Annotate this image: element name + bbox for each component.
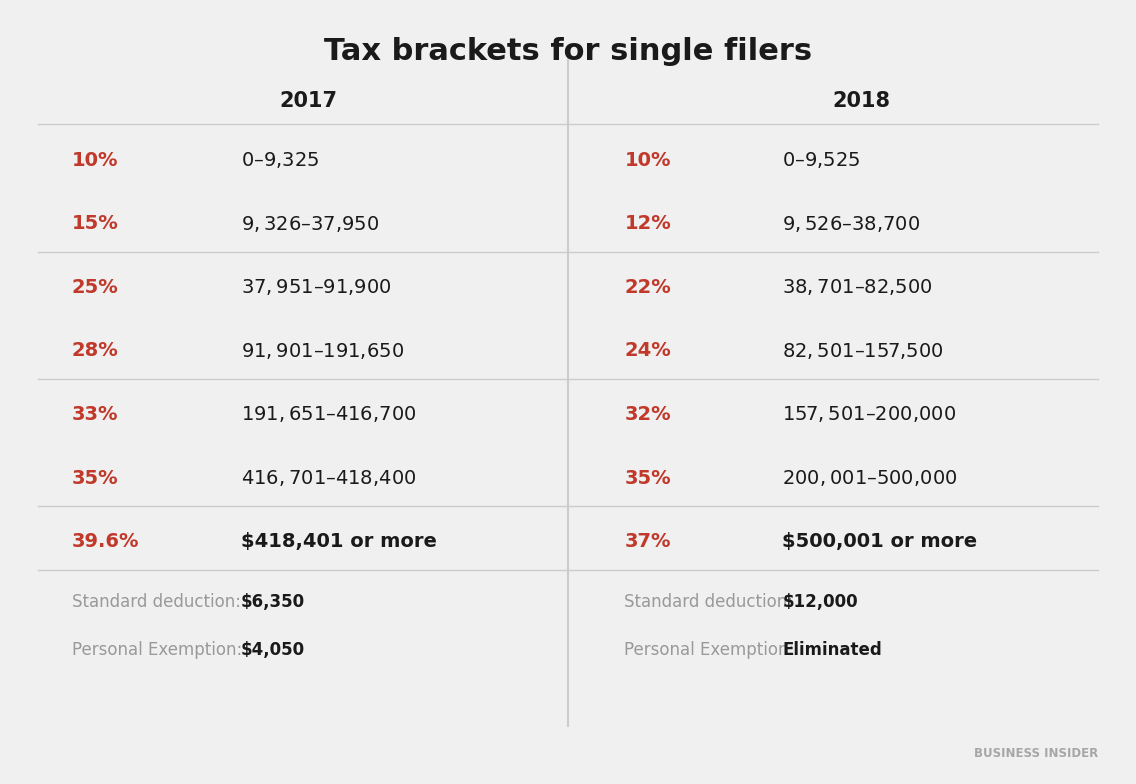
Text: 15%: 15% [72, 214, 118, 233]
Text: 32%: 32% [625, 405, 671, 424]
Text: $191,651–$416,700: $191,651–$416,700 [241, 405, 417, 424]
Text: Standard deduction:: Standard deduction: [72, 593, 241, 612]
Text: 25%: 25% [72, 278, 118, 297]
Text: $12,000: $12,000 [783, 593, 858, 612]
Text: BUSINESS INSIDER: BUSINESS INSIDER [974, 747, 1099, 760]
Text: $82,501–$157,500: $82,501–$157,500 [783, 341, 944, 361]
Text: $0–$9,325: $0–$9,325 [241, 150, 319, 170]
Text: 28%: 28% [72, 341, 118, 361]
Text: $157,501–$200,000: $157,501–$200,000 [783, 405, 957, 424]
Text: $418,401 or more: $418,401 or more [241, 532, 437, 551]
Text: $6,350: $6,350 [241, 593, 306, 612]
Text: $9,526–$38,700: $9,526–$38,700 [783, 214, 920, 234]
Text: 10%: 10% [625, 151, 671, 169]
Text: $4,050: $4,050 [241, 641, 306, 659]
Text: Eliminated: Eliminated [783, 641, 882, 659]
Text: $200,001–$500,000: $200,001–$500,000 [783, 468, 958, 488]
Text: 10%: 10% [72, 151, 118, 169]
Text: Standard deduction:: Standard deduction: [625, 593, 793, 612]
Text: Personal Exemption:: Personal Exemption: [72, 641, 242, 659]
Text: 12%: 12% [625, 214, 671, 233]
Text: $416,701–$418,400: $416,701–$418,400 [241, 468, 417, 488]
Text: 37%: 37% [625, 532, 671, 551]
Text: 2018: 2018 [833, 91, 891, 111]
Text: 35%: 35% [625, 469, 671, 488]
Text: Tax brackets for single filers: Tax brackets for single filers [324, 37, 812, 66]
Text: $91,901–$191,650: $91,901–$191,650 [241, 341, 404, 361]
Text: 24%: 24% [625, 341, 671, 361]
Text: $9,326–$37,950: $9,326–$37,950 [241, 214, 379, 234]
Text: $38,701–$82,500: $38,701–$82,500 [783, 278, 933, 297]
Text: 2017: 2017 [279, 91, 337, 111]
Text: $37,951–$91,900: $37,951–$91,900 [241, 278, 392, 297]
Text: 22%: 22% [625, 278, 671, 297]
Text: 39.6%: 39.6% [72, 532, 140, 551]
Text: 33%: 33% [72, 405, 118, 424]
Text: $500,001 or more: $500,001 or more [783, 532, 977, 551]
Text: 35%: 35% [72, 469, 118, 488]
Text: $0–$9,525: $0–$9,525 [783, 150, 861, 170]
Text: Personal Exemption:: Personal Exemption: [625, 641, 795, 659]
